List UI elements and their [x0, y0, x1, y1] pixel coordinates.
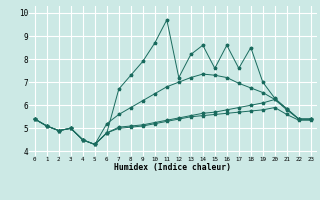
X-axis label: Humidex (Indice chaleur): Humidex (Indice chaleur): [114, 163, 231, 172]
